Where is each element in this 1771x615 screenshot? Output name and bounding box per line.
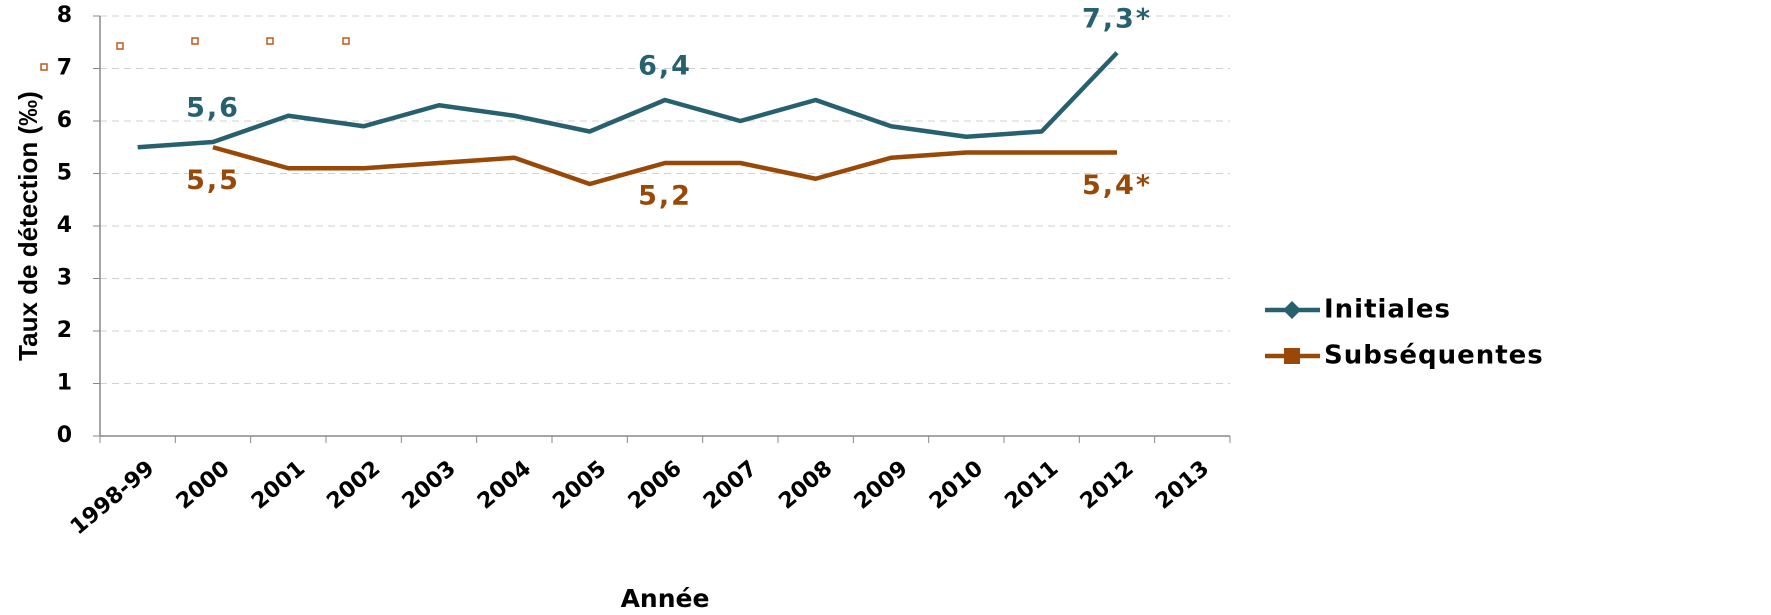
y-tick-label: 0 (57, 423, 72, 448)
x-tick-label: 2000 (172, 456, 235, 515)
value-label: 6,4 (638, 51, 692, 82)
series-line (212, 145, 1117, 187)
value-label: 5,2 (638, 181, 692, 212)
value-label: 5,6 (186, 93, 240, 124)
legend-label: Initiales (1324, 295, 1451, 325)
x-tick-label: 2001 (247, 456, 310, 515)
y-tick-label: 7 (57, 56, 72, 81)
x-tick-label: 2010 (925, 456, 988, 515)
y-tick-label: 2 (57, 318, 72, 343)
y-tick-label: 6 (57, 108, 72, 133)
y-tick-label: 4 (57, 213, 72, 238)
x-axis-label: Année (621, 584, 710, 613)
x-tick-label: 2008 (774, 456, 837, 515)
x-tick-label: 2013 (1151, 456, 1214, 515)
x-tick-label: 2011 (1000, 456, 1063, 515)
y-axis-label: Taux de détection (‰) (13, 91, 43, 361)
x-tick-label: 2002 (322, 456, 385, 515)
legend-marker (1283, 301, 1301, 319)
legend-marker (1284, 348, 1300, 364)
x-tick-label: 2012 (1076, 456, 1139, 515)
value-label: 7,3* (1082, 3, 1152, 34)
x-tick-label: 2005 (548, 456, 611, 515)
x-tick-label: 2009 (850, 456, 913, 515)
x-tick-label: 1998-99 (66, 456, 159, 540)
y-tick-label: 8 (57, 3, 72, 28)
x-tick-label: 2004 (473, 456, 536, 515)
y-tick-label: 1 (57, 371, 72, 396)
x-tick-label: 2003 (398, 456, 461, 515)
x-tick-label: 2006 (624, 456, 687, 515)
y-tick-label: 3 (57, 266, 72, 291)
decor-markers (40, 37, 350, 71)
y-tick-label: 5 (57, 161, 72, 186)
value-label: 5,5 (186, 165, 240, 196)
x-tick-label: 2007 (699, 456, 762, 515)
series-line (137, 51, 1119, 150)
legend-label: Subséquentes (1324, 341, 1544, 371)
value-label: 5,4* (1082, 170, 1152, 201)
